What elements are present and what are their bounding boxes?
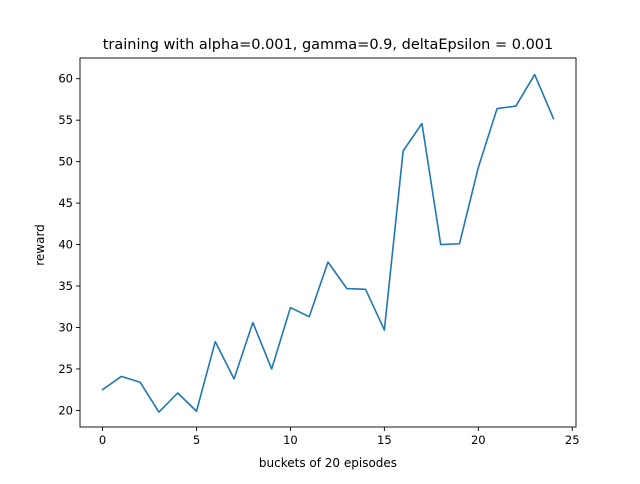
y-axis-label: reward <box>33 224 47 266</box>
y-tick-label: 45 <box>58 196 73 210</box>
y-tick-label: 30 <box>58 320 73 334</box>
y-tick-label: 55 <box>58 113 73 127</box>
y-tick-label: 60 <box>58 72 73 86</box>
x-tick-label: 25 <box>565 433 580 447</box>
x-axis-label: buckets of 20 episodes <box>259 456 397 470</box>
plot-area: 0 5 10 15 20 25 20 25 30 35 40 45 50 55 60 <box>58 57 580 447</box>
x-tick-label: 5 <box>193 433 200 447</box>
series-line <box>101 73 555 413</box>
y-tick-label: 20 <box>58 403 73 417</box>
x-tick-label: 0 <box>99 433 106 447</box>
x-tick-label: 10 <box>283 433 298 447</box>
chart-title: training with alpha=0.001, gamma=0.9, de… <box>103 37 554 53</box>
y-tick-label: 50 <box>58 155 73 169</box>
y-tick-label: 25 <box>58 362 73 376</box>
y-tick-label: 35 <box>58 279 73 293</box>
axes-frame <box>79 57 577 428</box>
y-tick-label: 40 <box>58 238 73 252</box>
x-tick-label: 20 <box>471 433 486 447</box>
x-tick-label: 15 <box>377 433 392 447</box>
